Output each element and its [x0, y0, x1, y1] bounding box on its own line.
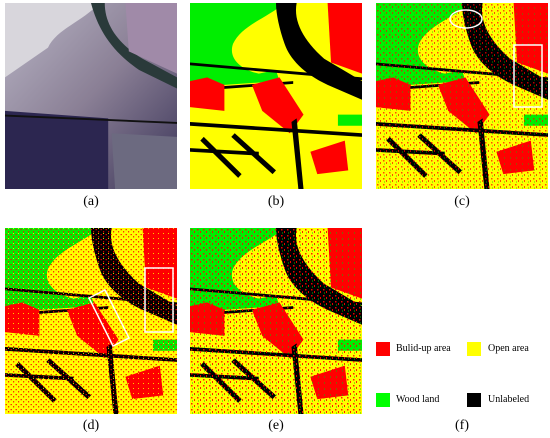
panel-label: (a)	[83, 194, 99, 209]
legend-swatch	[467, 342, 481, 356]
legend-swatch	[376, 393, 390, 407]
classification-map	[5, 228, 177, 414]
legend-label: Unlabeled	[488, 394, 530, 405]
legend-swatch	[376, 342, 390, 356]
legend-label: Wood land	[396, 394, 440, 405]
legend-label: Open area	[488, 343, 529, 354]
panel-label: (b)	[267, 194, 285, 209]
panel-label: (e)	[268, 418, 284, 433]
panel-label: (d)	[82, 418, 100, 433]
panel-label: (c)	[454, 194, 470, 209]
ground-truth-map	[190, 3, 362, 189]
legend-swatch	[467, 393, 481, 407]
classification-map	[376, 3, 548, 189]
panel-label: (f)	[455, 418, 469, 433]
classification-map	[190, 228, 362, 414]
legend-label: Bulid-up area	[396, 343, 451, 354]
satellite-image	[5, 3, 177, 189]
